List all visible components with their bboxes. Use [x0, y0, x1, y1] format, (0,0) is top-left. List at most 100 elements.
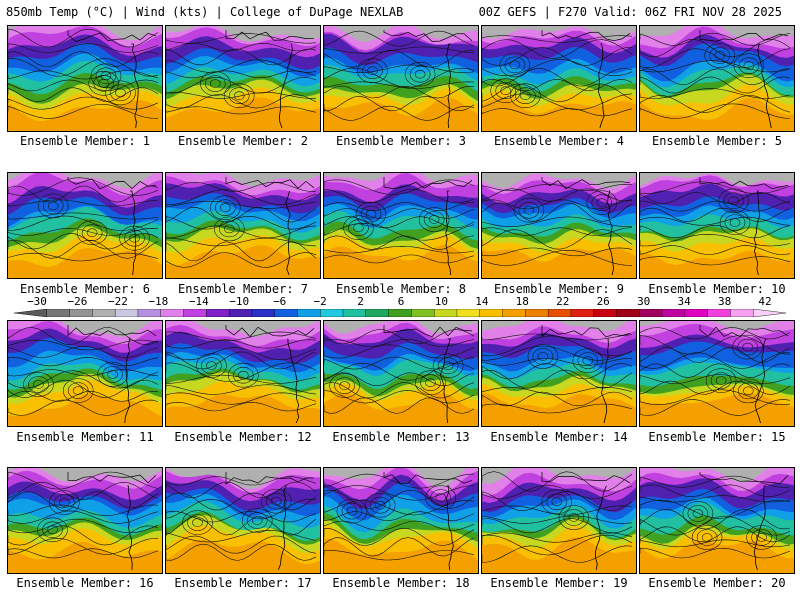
- member-map-graphic: [166, 321, 320, 426]
- ensemble-member-map: [165, 172, 321, 279]
- ensemble-member-label: Ensemble Member: 12: [174, 430, 312, 444]
- colorbar-segment: [616, 309, 640, 317]
- member-map-graphic: [482, 173, 636, 278]
- ensemble-member-map: [165, 320, 321, 427]
- colorbar-tick-label: 26: [596, 295, 610, 308]
- colorbar-segment: [297, 309, 321, 317]
- colorbar-tick-label: 22: [556, 295, 570, 308]
- ensemble-member-label: Ensemble Member: 9: [493, 282, 625, 296]
- colorbar-tick-label: 30: [637, 295, 651, 308]
- ensemble-member-label: Ensemble Member: 16: [16, 576, 154, 590]
- member-map-graphic: [8, 26, 162, 131]
- ensemble-member-map: [481, 25, 637, 132]
- ensemble-member-label: Ensemble Member: 7: [177, 282, 309, 296]
- colorbar-segment: [411, 309, 435, 317]
- ensemble-member-label: Ensemble Member: 20: [648, 576, 786, 590]
- colorbar-segment: [661, 309, 686, 317]
- colorbar-tick-label: −18: [148, 295, 169, 308]
- ensemble-member-label: Ensemble Member: 15: [648, 430, 786, 444]
- member-map-graphic: [8, 468, 162, 573]
- colorbar-segment: [593, 309, 617, 317]
- temperature-colorbar: [14, 309, 786, 317]
- ensemble-member-label: Ensemble Member: 1: [19, 134, 151, 148]
- ensemble-member-map: [323, 467, 479, 574]
- colorbar-segment: [388, 309, 412, 317]
- colorbar-tick-label: −6: [273, 295, 287, 308]
- member-map-graphic: [166, 468, 320, 573]
- colorbar-segment: [456, 309, 481, 317]
- ensemble-member-label: Ensemble Member: 17: [174, 576, 312, 590]
- member-map-graphic: [166, 26, 320, 131]
- colorbar-segment: [251, 309, 276, 317]
- colorbar-tick-label: 34: [677, 295, 691, 308]
- ensemble-member-map: [481, 172, 637, 279]
- ensemble-member-label: Ensemble Member: 2: [177, 134, 309, 148]
- colorbar-segment: [479, 309, 504, 317]
- colorbar-tick-label: 14: [475, 295, 489, 308]
- colorbar-segment: [342, 309, 367, 317]
- colorbar-tick-label: −10: [229, 295, 250, 308]
- member-map-graphic: [482, 321, 636, 426]
- colorbar-segment: [433, 309, 458, 317]
- colorbar-segment: [206, 309, 230, 317]
- ensemble-member-map: [165, 25, 321, 132]
- ensemble-member-label: Ensemble Member: 4: [493, 134, 625, 148]
- ensemble-member-map: [7, 320, 163, 427]
- ensemble-member-label: Ensemble Member: 14: [490, 430, 628, 444]
- ensemble-member-map: [7, 467, 163, 574]
- ensemble-member-label: Ensemble Member: 3: [335, 134, 467, 148]
- ensemble-member-label: Ensemble Member: 6: [19, 282, 151, 296]
- ensemble-member-label: Ensemble Member: 8: [335, 282, 467, 296]
- colorbar-segment: [228, 309, 253, 317]
- ensemble-member-label: Ensemble Member: 18: [332, 576, 470, 590]
- colorbar-tick-label: −14: [188, 295, 209, 308]
- colorbar-segment: [183, 309, 207, 317]
- member-map-graphic: [324, 321, 478, 426]
- colorbar-segment: [547, 309, 572, 317]
- model-run-info: 00Z GEFS | F270 Valid: 06Z FRI NOV 28 20…: [478, 5, 782, 19]
- member-map-graphic: [166, 173, 320, 278]
- ensemble-member-map: [323, 172, 479, 279]
- ensemble-member-map: [639, 172, 795, 279]
- ensemble-member-map: [639, 467, 795, 574]
- ensemble-member-map: [323, 25, 479, 132]
- colorbar-tick-label: −22: [107, 295, 128, 308]
- ensemble-member-map: [7, 25, 163, 132]
- member-map-graphic: [640, 321, 794, 426]
- colorbar-tick-label: 18: [515, 295, 529, 308]
- colorbar-segment: [92, 309, 116, 317]
- member-map-graphic: [8, 321, 162, 426]
- colorbar-segment: [160, 309, 185, 317]
- colorbar-tick-label: 38: [717, 295, 732, 308]
- colorbar-tick-label: 2: [357, 295, 364, 308]
- colorbar-tick-label: −26: [67, 295, 88, 308]
- member-map-graphic: [482, 26, 636, 131]
- colorbar-segment: [570, 309, 595, 317]
- member-map-graphic: [324, 26, 478, 131]
- ensemble-member-map: [165, 467, 321, 574]
- colorbar-segment: [137, 309, 162, 317]
- colorbar-segment: [639, 309, 663, 317]
- colorbar-tick-label: −2: [313, 295, 327, 308]
- colorbar-segment: [525, 309, 549, 317]
- ensemble-member-map: [481, 467, 637, 574]
- ensemble-member-map: [323, 320, 479, 427]
- member-map-graphic: [8, 173, 162, 278]
- colorbar-segment: [730, 309, 754, 317]
- colorbar-segment: [365, 309, 390, 317]
- ensemble-member-label: Ensemble Member: 5: [651, 134, 783, 148]
- colorbar-tick-label: 42: [758, 295, 772, 308]
- ensemble-member-label: Ensemble Member: 13: [332, 430, 470, 444]
- colorbar-tick-label: 6: [397, 295, 405, 308]
- member-map-graphic: [640, 173, 794, 278]
- ensemble-member-map: [481, 320, 637, 427]
- colorbar-segment: [320, 309, 344, 317]
- member-map-graphic: [640, 468, 794, 573]
- member-map-graphic: [482, 468, 636, 573]
- colorbar-labels: −30 −26 −22 −18 −14 −10 −6 −2 2 6 10 14 18 22 26 30 34 38…: [0, 296, 800, 309]
- map-title: 850mb Temp (°C) | Wind (kts) | College o…: [6, 5, 404, 19]
- colorbar-segment: [684, 309, 709, 317]
- ensemble-member-label: Ensemble Member: 19: [490, 576, 628, 590]
- colorbar-tick-label: 10: [434, 295, 449, 308]
- colorbar-segment: [274, 309, 298, 317]
